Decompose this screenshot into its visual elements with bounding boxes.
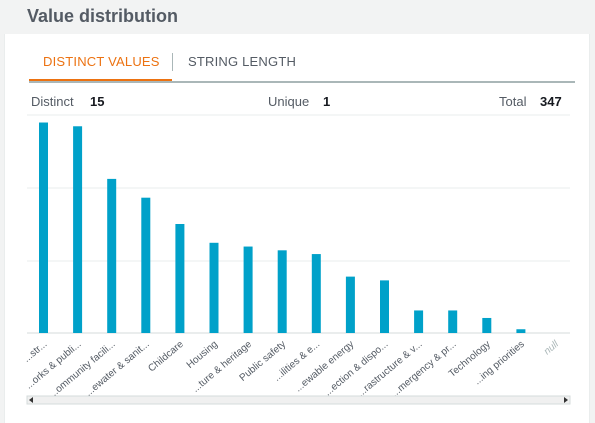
x-tick-label: ...ewater & sanit... <box>83 339 151 399</box>
scrollbar-track[interactable] <box>26 395 571 405</box>
distinct-value: 15 <box>90 94 105 109</box>
chart-bar[interactable] <box>107 178 117 333</box>
chart-bar[interactable] <box>311 254 321 333</box>
chart-bar[interactable] <box>277 250 287 333</box>
chart-bar[interactable] <box>209 242 219 333</box>
chart-bar[interactable] <box>380 280 389 333</box>
scroll-right-icon[interactable] <box>564 397 568 403</box>
distinct-label: Distinct <box>31 94 74 109</box>
x-tick-label: ...str... <box>21 339 49 365</box>
chart-bar[interactable] <box>243 246 253 333</box>
chart-bar[interactable] <box>516 329 526 333</box>
tab-divider <box>172 53 173 71</box>
chart-bar[interactable] <box>39 122 48 333</box>
unique-label: Unique <box>268 94 310 109</box>
panel-title: Value distribution <box>27 6 179 26</box>
chart-horizontal-scrollbar[interactable] <box>26 395 571 405</box>
tab-distinct-values[interactable]: DISTINCT VALUES <box>43 54 160 69</box>
scroll-left-icon[interactable] <box>29 397 33 403</box>
chart-bar[interactable] <box>73 126 83 333</box>
x-tick-label: Childcare <box>146 339 186 375</box>
value-distribution-card: DISTINCT VALUES STRING LENGTH Distinct 1… <box>4 34 590 423</box>
chart-bar[interactable] <box>414 310 424 333</box>
tab-string-length[interactable]: STRING LENGTH <box>188 54 297 69</box>
total-label: Total <box>499 94 527 109</box>
chart-bar[interactable] <box>141 197 151 333</box>
tab-bar: DISTINCT VALUES STRING LENGTH <box>29 48 575 83</box>
active-tab-indicator <box>29 79 172 81</box>
chart-bar[interactable] <box>175 224 185 333</box>
x-tick-label: null <box>542 338 562 357</box>
value-distribution-chart: ...str......orks & publi......ommunity f… <box>21 114 571 405</box>
x-tick-label: ...ewable energy <box>293 339 356 395</box>
stats-row: Distinct 15 Unique 1 Total 347 <box>5 94 589 112</box>
unique-value: 1 <box>323 94 331 109</box>
chart-bar[interactable] <box>482 317 492 333</box>
total-value: 347 <box>540 94 562 109</box>
chart-bar[interactable] <box>345 276 355 333</box>
chart-bar[interactable] <box>448 310 458 333</box>
x-tick-label: ...ture & heritage <box>190 339 254 395</box>
